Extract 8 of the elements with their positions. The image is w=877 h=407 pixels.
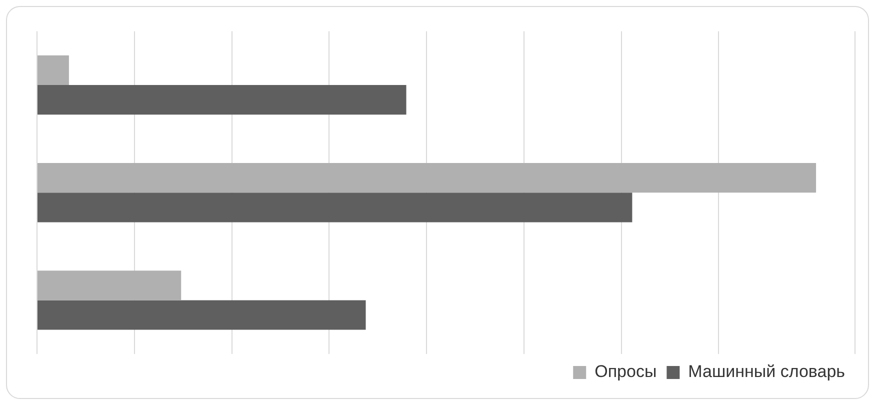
- bar: [38, 163, 816, 193]
- bar: [38, 270, 182, 300]
- bar: [38, 300, 366, 330]
- bar: [38, 55, 69, 85]
- bar: [38, 85, 406, 115]
- legend-label: Опросы: [594, 362, 657, 382]
- legend-label: Машинный словарь: [688, 362, 846, 382]
- bar: [38, 192, 632, 222]
